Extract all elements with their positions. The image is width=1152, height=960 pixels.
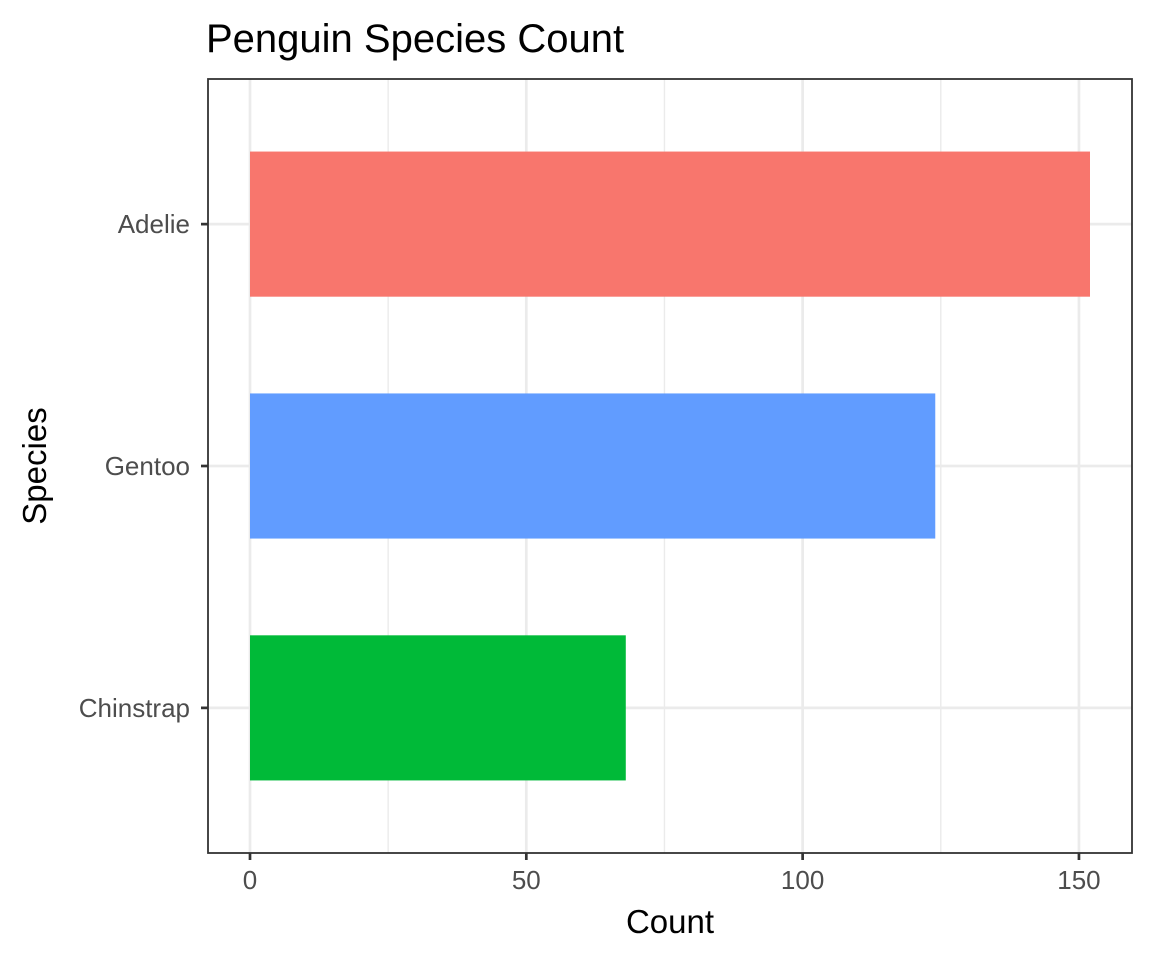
bars [250, 151, 1090, 781]
chart-title: Penguin Species Count [206, 17, 624, 61]
bar-adelie [250, 151, 1090, 297]
bar-gentoo [250, 393, 936, 539]
x-axis-title: Count [626, 903, 714, 940]
x-tick-label: 100 [781, 865, 824, 895]
x-tick-label: 150 [1057, 865, 1100, 895]
x-tick-label: 50 [512, 865, 541, 895]
y-tick-label-gentoo: Gentoo [105, 451, 190, 481]
y-axis: Adelie Gentoo Chinstrap [79, 209, 208, 723]
bar-chinstrap [250, 635, 626, 781]
x-tick-label: 0 [243, 865, 257, 895]
y-axis-title: Species [16, 407, 53, 524]
y-tick-label-chinstrap: Chinstrap [79, 693, 190, 723]
plot-panel [207, 78, 1133, 854]
y-tick-label-adelie: Adelie [118, 209, 190, 239]
x-axis: 0 50 100 150 [243, 853, 1101, 895]
